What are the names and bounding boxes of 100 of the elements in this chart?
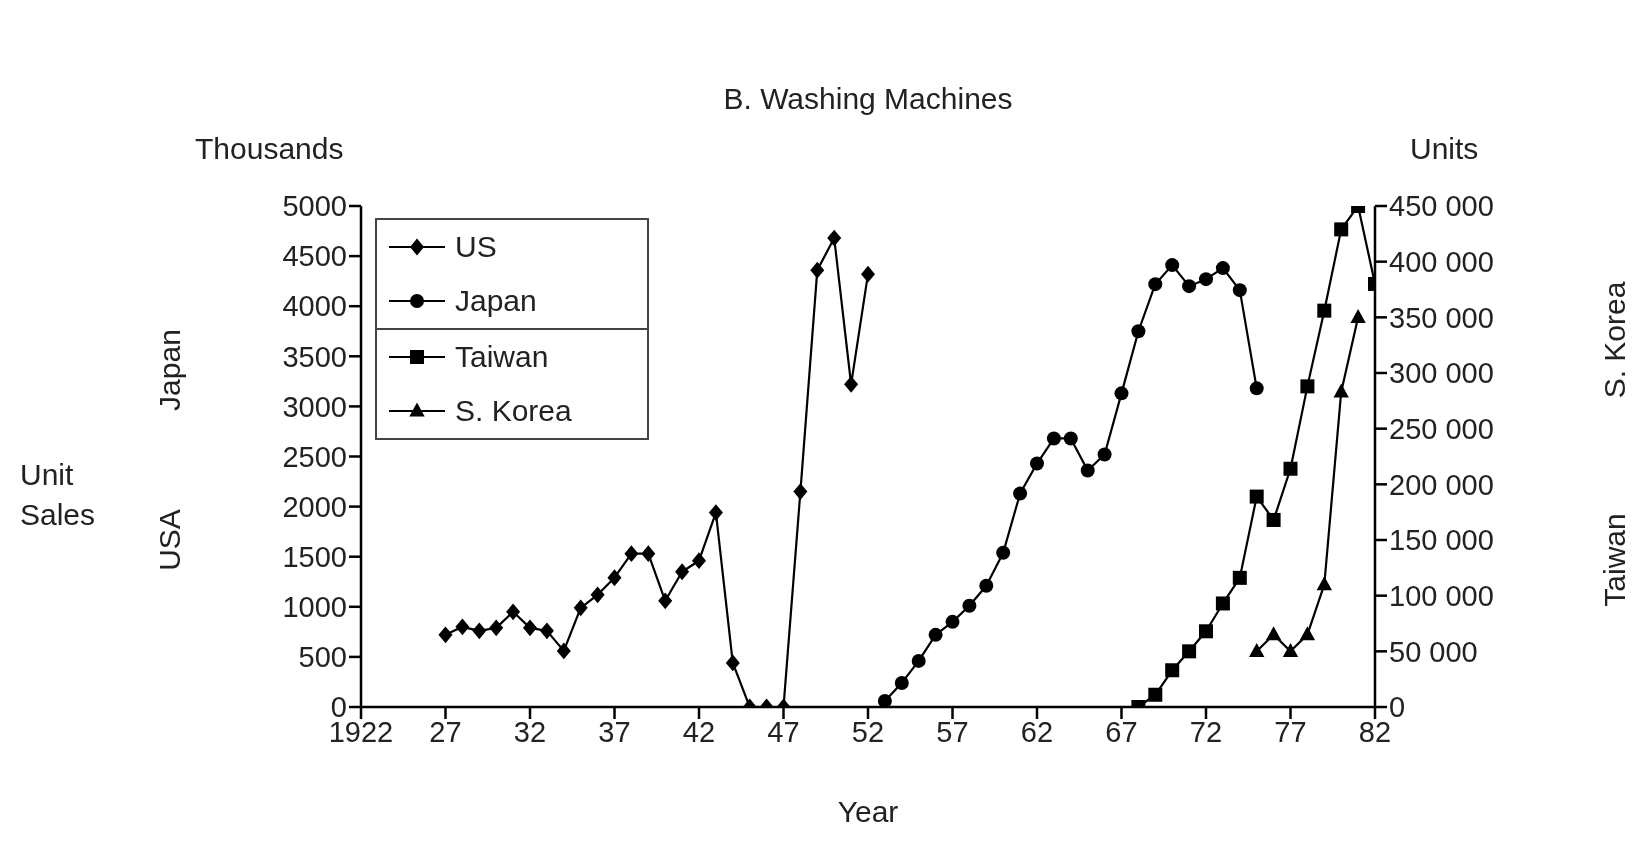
point (455, 618, 470, 636)
point (1283, 461, 1298, 476)
point (1266, 512, 1281, 527)
text: Taiwan (1598, 513, 1632, 607)
point (894, 675, 909, 690)
chart-title: B. Washing Machines (723, 82, 1013, 116)
x-tick-label: 47 (767, 715, 800, 748)
point (1046, 431, 1061, 446)
text: Japan (153, 329, 187, 411)
point (1148, 277, 1163, 292)
x-tick-label: 52 (851, 715, 885, 748)
y-tick-label: 1500 (282, 540, 347, 573)
point (1265, 626, 1282, 641)
point (506, 603, 521, 621)
point (1199, 624, 1213, 639)
y-tick-label: 1000 (282, 591, 347, 624)
y2-tick-label: 50 000 (1389, 635, 1478, 668)
legend-label: Taiwan (455, 340, 549, 374)
y2-tick-label: 150 000 (1389, 524, 1494, 557)
x-tick-label: 37 (598, 715, 631, 748)
point (1334, 222, 1349, 237)
point (692, 552, 706, 570)
y2-tick-label: 350 000 (1389, 301, 1494, 334)
x-tick-label: 77 (1274, 715, 1307, 748)
point (573, 599, 588, 617)
y-tick-label: 2500 (282, 440, 347, 473)
point (438, 626, 453, 644)
y-tick-label: 2000 (282, 490, 347, 523)
x-tick-label: 32 (513, 715, 547, 748)
point (1249, 642, 1265, 657)
point (962, 598, 977, 613)
point (1215, 261, 1230, 276)
text: Unit Sales (20, 457, 97, 533)
point (472, 622, 487, 640)
point (1013, 486, 1028, 501)
point (1282, 642, 1299, 657)
point (1333, 383, 1349, 398)
point (1199, 272, 1213, 287)
legend-label: S. Korea (455, 394, 572, 428)
y2-tick-label: 300 000 (1389, 357, 1494, 390)
point (1249, 381, 1264, 396)
point (1299, 626, 1316, 641)
x-tick-label: 42 (682, 715, 716, 748)
point (1165, 663, 1180, 678)
point (810, 261, 825, 279)
point (1148, 687, 1163, 702)
point (641, 545, 656, 563)
y2-tick-label: 400 000 (1389, 245, 1494, 278)
y2-tick-label: 200 000 (1389, 468, 1494, 501)
y-tick-label: 4000 (282, 290, 347, 323)
point (996, 545, 1011, 560)
point (1131, 324, 1146, 339)
point (844, 375, 859, 393)
point (793, 483, 808, 500)
point (928, 627, 943, 642)
text: USA (153, 509, 187, 571)
point (725, 654, 740, 672)
legend-label: Japan (455, 284, 537, 318)
text: Thousands (195, 132, 344, 166)
point (1063, 431, 1078, 446)
x-tick-label: 27 (429, 715, 462, 748)
point (1215, 596, 1230, 611)
point (658, 592, 673, 610)
point (675, 563, 690, 581)
point (607, 569, 622, 587)
x-tick-label: 72 (1189, 715, 1223, 748)
y2-tick-label: 0 (1389, 691, 1406, 724)
y-tick-label: 3500 (282, 340, 347, 373)
point (1114, 386, 1129, 401)
y2-tick-label: 250 000 (1389, 412, 1494, 445)
x-axis-title: Year (837, 795, 899, 829)
text: Units (1410, 132, 1479, 166)
point (979, 578, 994, 593)
x-tick-label: 82 (1358, 715, 1392, 748)
point (1080, 463, 1095, 478)
point (523, 619, 537, 637)
point (590, 586, 605, 604)
point (1182, 644, 1197, 659)
x-tick-label: 62 (1020, 715, 1054, 748)
point (1232, 570, 1247, 585)
point (1316, 576, 1332, 591)
point (1300, 379, 1315, 394)
point (911, 653, 926, 668)
point (945, 614, 960, 629)
y-tick-label: 3000 (282, 390, 347, 423)
point (827, 229, 842, 247)
x-tick-label: 67 (1105, 715, 1138, 748)
point (708, 504, 723, 522)
y-tick-label: 4500 (282, 240, 347, 273)
point (1350, 308, 1366, 323)
text: S. Korea (1598, 281, 1632, 399)
point (1030, 456, 1044, 471)
legend-label: US (455, 230, 497, 264)
y-tick-label: 500 (298, 641, 347, 674)
point (1097, 447, 1112, 462)
point (877, 693, 892, 707)
y2-tick-label: 450 000 (1389, 190, 1494, 223)
point (1232, 283, 1247, 298)
point (1317, 303, 1332, 318)
point (489, 619, 504, 637)
